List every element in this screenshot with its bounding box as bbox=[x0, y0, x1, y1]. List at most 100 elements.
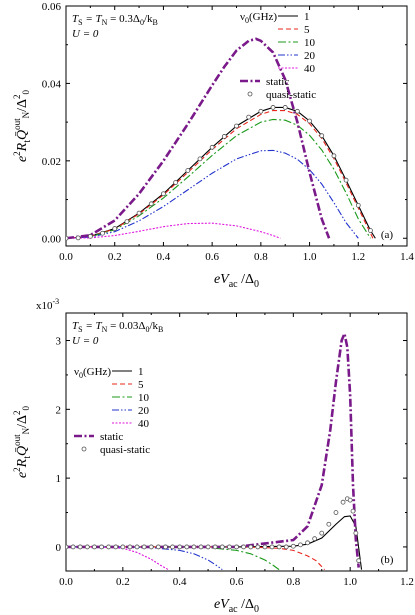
legend-label: 10 bbox=[138, 392, 150, 404]
quasi-static-point bbox=[282, 105, 288, 110]
series-line-20 bbox=[66, 149, 359, 239]
quasi-static-point bbox=[270, 105, 276, 110]
quasi-static-point bbox=[355, 202, 361, 208]
quasi-static-point bbox=[350, 508, 356, 514]
series-line-1 bbox=[66, 106, 376, 239]
legend-label: 20 bbox=[138, 405, 150, 417]
quasi-static-point bbox=[136, 210, 142, 216]
series-line-40 bbox=[66, 222, 281, 239]
series-line-1 bbox=[66, 515, 363, 570]
legend-label: 40 bbox=[304, 63, 316, 75]
y-tick-label: 2 bbox=[56, 404, 62, 416]
legend-label: 1 bbox=[304, 11, 310, 23]
quasi-static-point bbox=[106, 544, 112, 550]
annotation-temperature: TS = TN = 0.03Δ0/kB bbox=[72, 320, 163, 334]
x-tick-label: 0.0 bbox=[59, 251, 73, 263]
quasi-static-point bbox=[70, 544, 76, 550]
legend-label: quasi-static bbox=[100, 444, 150, 456]
quasi-static-point bbox=[124, 219, 130, 225]
quasi-static-point bbox=[283, 544, 289, 550]
y-tick-label: 1 bbox=[56, 473, 62, 485]
quasi-static-point bbox=[343, 177, 349, 183]
quasi-static-point bbox=[326, 521, 332, 527]
quasi-static-point bbox=[331, 153, 337, 159]
x-tick-label: 0.4 bbox=[173, 576, 187, 588]
quasi-static-point bbox=[226, 544, 232, 550]
quasi-static-point bbox=[212, 544, 218, 550]
quasi-static-point bbox=[312, 536, 318, 542]
quasi-static-point bbox=[161, 191, 166, 197]
quasi-static-point bbox=[262, 544, 268, 550]
legend-title: ν0(GHz) bbox=[240, 11, 277, 25]
quasi-static-point bbox=[66, 544, 69, 550]
quasi-static-point bbox=[66, 235, 69, 241]
quasi-static-point bbox=[248, 544, 254, 550]
quasi-static-point bbox=[77, 544, 83, 550]
quasi-static-point bbox=[255, 544, 261, 550]
y-tick-label: 0 bbox=[56, 542, 62, 554]
quasi-static-point bbox=[134, 544, 140, 550]
quasi-static-point bbox=[127, 544, 133, 550]
quasi-static-point bbox=[340, 499, 346, 505]
panel-label: (a) bbox=[381, 229, 394, 241]
x-tick-label: 0.2 bbox=[108, 251, 122, 263]
quasi-static-point bbox=[112, 226, 118, 231]
y-tick-label: 0.04 bbox=[42, 78, 62, 90]
series-line-40 bbox=[66, 546, 169, 571]
quasi-static-point bbox=[241, 544, 247, 550]
legend-label: 20 bbox=[304, 50, 316, 62]
quasi-static-point bbox=[258, 108, 264, 114]
x-tick-label: 0.6 bbox=[230, 576, 244, 588]
quasi-static-point bbox=[141, 544, 147, 550]
x-axis-label: eVac /Δ0 bbox=[214, 272, 259, 290]
quasi-static-point bbox=[198, 544, 204, 550]
quasi-static-point bbox=[234, 544, 239, 550]
quasi-static-point bbox=[333, 510, 339, 515]
x-tick-label: 0.6 bbox=[205, 251, 219, 263]
quasi-static-point bbox=[276, 544, 282, 550]
legend-swatch bbox=[247, 91, 253, 97]
annotation-temperature: TS = TN = 0.3Δ0/kB bbox=[72, 13, 158, 27]
legend-label: 1 bbox=[138, 366, 144, 378]
quasi-static-point bbox=[191, 544, 197, 550]
quasi-static-point bbox=[155, 544, 161, 550]
legend-label: quasi-static bbox=[266, 89, 316, 101]
series-line-20 bbox=[66, 546, 223, 571]
quasi-static-point bbox=[163, 544, 168, 550]
x-tick-label: 0.2 bbox=[116, 576, 130, 588]
quasi-static-point bbox=[269, 544, 275, 550]
quasi-static-point bbox=[294, 108, 300, 114]
legend-label: 5 bbox=[138, 379, 144, 391]
series-line-10 bbox=[66, 118, 371, 239]
annotation-u: U = 0 bbox=[72, 335, 99, 347]
quasi-static-point bbox=[209, 144, 215, 150]
x-tick-label: 1.2 bbox=[400, 576, 414, 588]
x-tick-label: 0.8 bbox=[286, 576, 300, 588]
legend-title: ν0(GHz) bbox=[74, 366, 111, 380]
y-axis-label: e2RtQ̄outN/Δ20 bbox=[12, 405, 33, 478]
legend-label: 5 bbox=[304, 24, 310, 36]
panel-b: 0.0 0.2 0.4 0.6 0.8 1.0 1.2 0 1 2 3 (b) TS = TN = 0.… bbox=[12, 297, 414, 615]
series-line-static bbox=[66, 37, 331, 240]
series-line-5 bbox=[66, 546, 325, 570]
x-tick-label: 0.0 bbox=[59, 576, 73, 588]
quasi-static-point bbox=[120, 544, 126, 550]
annotation-u: U = 0 bbox=[72, 28, 99, 40]
legend-label: 10 bbox=[304, 37, 316, 49]
quasi-static-point bbox=[197, 156, 203, 162]
x-tick-label: 1.0 bbox=[343, 576, 357, 588]
quasi-static-point bbox=[205, 544, 211, 550]
quasi-static-point bbox=[87, 233, 93, 239]
quasi-static-point bbox=[148, 201, 154, 207]
quasi-static-point bbox=[246, 114, 252, 120]
quasi-static-point bbox=[319, 530, 325, 536]
x-tick-label: 1.4 bbox=[400, 251, 414, 263]
x-tick-label: 1.2 bbox=[351, 251, 365, 263]
y-tick-label: 0.06 bbox=[42, 1, 62, 13]
x-axis-label: eVac /Δ0 bbox=[214, 597, 259, 615]
y-tick-label: 3 bbox=[56, 336, 62, 348]
legend-swatch bbox=[81, 446, 87, 452]
quasi-static-point bbox=[113, 544, 119, 550]
quasi-static-point bbox=[84, 544, 90, 550]
quasi-static-point bbox=[319, 133, 325, 139]
